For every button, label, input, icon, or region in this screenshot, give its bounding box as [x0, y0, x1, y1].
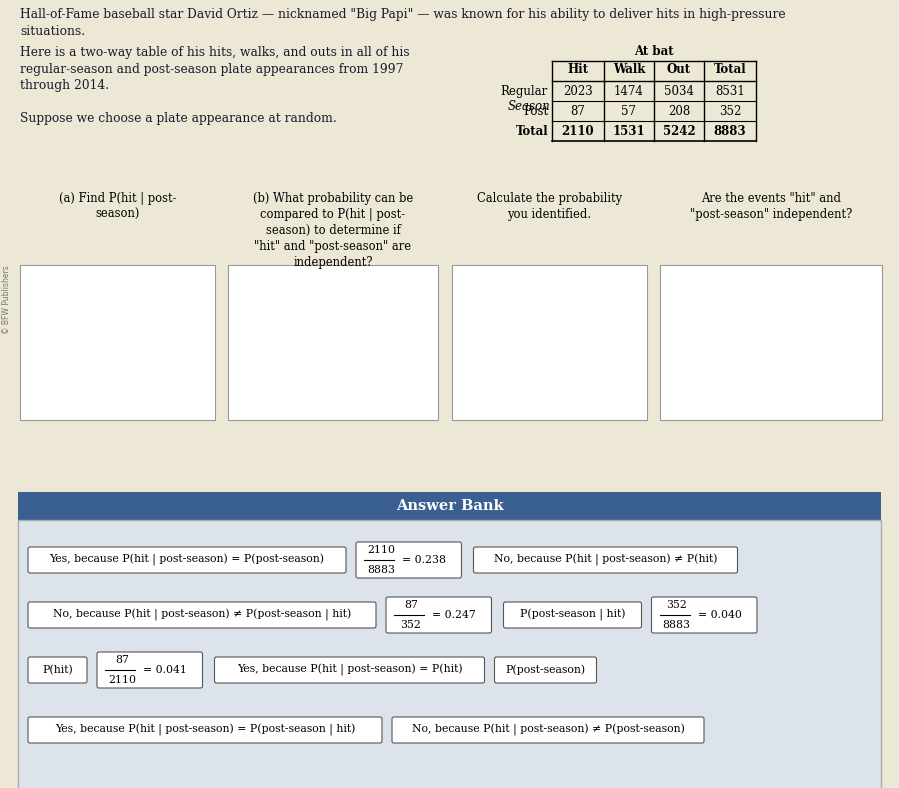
FancyBboxPatch shape [386, 597, 492, 633]
Text: Calculate the probability
you identified.: Calculate the probability you identified… [477, 192, 622, 221]
Text: No, because P(hit | post-season) ≠ P(post-season): No, because P(hit | post-season) ≠ P(pos… [412, 724, 684, 736]
FancyBboxPatch shape [215, 657, 485, 683]
Text: Here is a two-way table of his hits, walks, and outs in all of his
regular-seaso: Here is a two-way table of his hits, wal… [20, 46, 410, 92]
FancyBboxPatch shape [503, 602, 642, 628]
Text: 2110: 2110 [108, 675, 136, 685]
Text: Total: Total [714, 63, 746, 76]
FancyBboxPatch shape [392, 717, 704, 743]
FancyBboxPatch shape [97, 652, 202, 688]
Text: = 0.041: = 0.041 [143, 665, 187, 675]
Text: = 0.247: = 0.247 [432, 610, 476, 620]
FancyBboxPatch shape [660, 265, 882, 420]
Text: Yes, because P(hit | post-season) = P(hit): Yes, because P(hit | post-season) = P(hi… [236, 664, 462, 676]
Text: 2110: 2110 [367, 545, 395, 555]
Text: © BFW Publishers: © BFW Publishers [3, 266, 12, 334]
Text: 87: 87 [571, 105, 585, 117]
Text: Suppose we choose a plate appearance at random.: Suppose we choose a plate appearance at … [20, 112, 337, 125]
FancyBboxPatch shape [652, 597, 757, 633]
Text: Are the events "hit" and
"post-season" independent?: Are the events "hit" and "post-season" i… [690, 192, 852, 221]
Text: 87: 87 [115, 655, 129, 665]
Text: 87: 87 [404, 600, 418, 610]
Text: Yes, because P(hit | post-season) = P(post-season): Yes, because P(hit | post-season) = P(po… [49, 554, 325, 566]
Text: 8883: 8883 [367, 565, 395, 575]
Text: 8883: 8883 [663, 620, 690, 630]
Text: 1531: 1531 [613, 125, 645, 137]
Text: No, because P(hit | post-season) ≠ P(post-season | hit): No, because P(hit | post-season) ≠ P(pos… [53, 609, 352, 621]
FancyBboxPatch shape [28, 657, 87, 683]
Text: 352: 352 [666, 600, 687, 610]
FancyBboxPatch shape [228, 265, 438, 420]
Text: (a) Find P(hit | post-
season): (a) Find P(hit | post- season) [58, 192, 176, 221]
Text: 208: 208 [668, 105, 690, 117]
Text: Answer Bank: Answer Bank [396, 499, 503, 513]
Text: 2110: 2110 [562, 125, 594, 137]
FancyBboxPatch shape [28, 717, 382, 743]
FancyBboxPatch shape [18, 520, 881, 788]
FancyBboxPatch shape [20, 265, 215, 420]
Text: 2023: 2023 [563, 84, 592, 98]
Text: = 0.238: = 0.238 [402, 555, 446, 565]
Text: 8531: 8531 [715, 84, 745, 98]
Text: No, because P(hit | post-season) ≠ P(hit): No, because P(hit | post-season) ≠ P(hit… [494, 554, 717, 566]
FancyBboxPatch shape [474, 547, 737, 573]
FancyBboxPatch shape [452, 265, 647, 420]
FancyBboxPatch shape [28, 602, 376, 628]
Text: (b) What probability can be
compared to P(hit | post-
season) to determine if
"h: (b) What probability can be compared to … [253, 192, 414, 269]
Text: Regular: Regular [501, 84, 548, 98]
Text: Post: Post [523, 105, 548, 117]
FancyBboxPatch shape [356, 542, 461, 578]
Text: At bat: At bat [634, 45, 674, 58]
Text: Hit: Hit [567, 63, 589, 76]
Text: Out: Out [667, 63, 691, 76]
FancyBboxPatch shape [494, 657, 597, 683]
Text: 5034: 5034 [664, 84, 694, 98]
Text: 352: 352 [719, 105, 741, 117]
Text: 1474: 1474 [614, 84, 644, 98]
FancyBboxPatch shape [28, 547, 346, 573]
Text: 352: 352 [401, 620, 422, 630]
Text: 8883: 8883 [714, 125, 746, 137]
Text: 57: 57 [621, 105, 636, 117]
Text: P(post-season): P(post-season) [505, 665, 585, 675]
Text: Walk: Walk [613, 63, 645, 76]
FancyBboxPatch shape [18, 492, 881, 520]
Text: Hall-of-Fame baseball star David Ortiz — nicknamed "Big Papi" — was known for hi: Hall-of-Fame baseball star David Ortiz —… [20, 8, 786, 38]
Text: 5242: 5242 [663, 125, 695, 137]
Text: Season: Season [508, 99, 551, 113]
Text: P(hit): P(hit) [42, 665, 73, 675]
Text: Yes, because P(hit | post-season) = P(post-season | hit): Yes, because P(hit | post-season) = P(po… [55, 724, 355, 736]
Text: Total: Total [515, 125, 548, 137]
Text: = 0.040: = 0.040 [698, 610, 742, 620]
Text: P(post-season | hit): P(post-season | hit) [520, 609, 625, 621]
